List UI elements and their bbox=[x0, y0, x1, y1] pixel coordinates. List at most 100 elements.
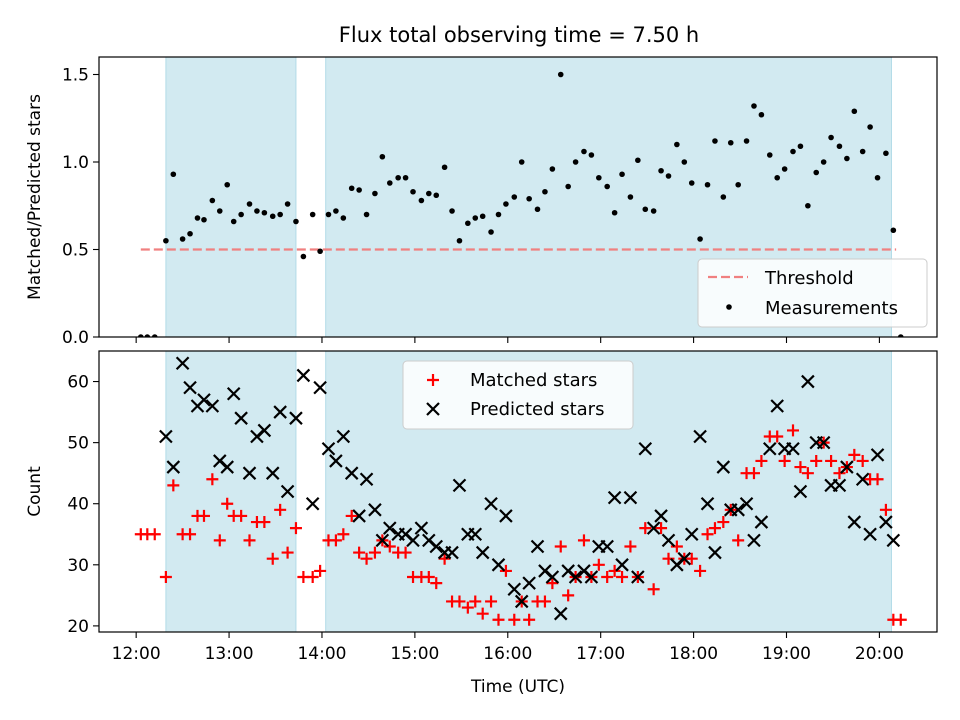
measurement-point bbox=[867, 124, 873, 130]
predicted-star-point bbox=[568, 570, 583, 584]
matched-star-point bbox=[879, 503, 892, 516]
matched-star-point bbox=[577, 534, 590, 547]
matched-star-point bbox=[662, 552, 675, 565]
measurement-point bbox=[781, 166, 788, 172]
measurement-point bbox=[325, 211, 332, 218]
x-tick-label: 12:00 bbox=[112, 644, 161, 664]
measurement-point bbox=[410, 188, 416, 195]
y-tick-label: 30 bbox=[67, 556, 89, 576]
measurement-point bbox=[658, 167, 664, 174]
matched-star-point bbox=[148, 528, 161, 541]
measurement-point bbox=[588, 152, 595, 158]
measurement-point bbox=[348, 185, 355, 192]
measurement-point bbox=[642, 206, 649, 213]
measurement-point bbox=[813, 169, 820, 176]
matched-star-point bbox=[771, 430, 784, 443]
measurement-point bbox=[581, 148, 587, 155]
predicted-star-point bbox=[257, 423, 272, 438]
predicted-star-point bbox=[313, 380, 327, 395]
predicted-star-point bbox=[429, 539, 444, 554]
x-tick-label: 18:00 bbox=[669, 644, 718, 664]
measurement-point bbox=[619, 171, 625, 178]
predicted-star-point bbox=[801, 374, 815, 389]
matched-star-point bbox=[329, 534, 342, 547]
predicted-star-point bbox=[793, 484, 808, 499]
predicted-star-point bbox=[739, 496, 754, 511]
measurement-point bbox=[386, 180, 393, 186]
x-tick-label: 20:00 bbox=[855, 644, 904, 664]
measurement-point bbox=[151, 334, 158, 337]
measurement-point bbox=[565, 183, 571, 190]
measurement-point bbox=[665, 173, 672, 179]
measurement-point bbox=[751, 103, 757, 109]
predicted-star-point bbox=[677, 551, 692, 566]
predicted-star-point bbox=[242, 466, 257, 480]
matched-star-point bbox=[197, 509, 210, 522]
measurement-point bbox=[557, 71, 564, 78]
predicted-star-point bbox=[886, 533, 901, 548]
predicted-star-point bbox=[507, 582, 522, 597]
matched-star-point bbox=[786, 424, 799, 437]
legend-matched-swatch bbox=[427, 374, 439, 386]
y-axis-label: Count bbox=[25, 466, 45, 517]
measurement-point bbox=[254, 208, 260, 214]
measurement-point bbox=[805, 202, 811, 209]
matched-star-point bbox=[221, 497, 234, 510]
predicted-star-point bbox=[786, 441, 800, 456]
legend: Matched stars Predicted stars bbox=[402, 360, 634, 430]
predicted-star-point bbox=[183, 380, 197, 395]
measurement-point bbox=[526, 195, 532, 202]
measurement-point bbox=[224, 181, 231, 188]
matched-star-point bbox=[337, 528, 350, 541]
y-tick-label: 0.5 bbox=[62, 241, 89, 261]
predicted-star-point bbox=[879, 515, 893, 529]
y-tick-label: 1.0 bbox=[62, 153, 89, 173]
predicted-star-point bbox=[623, 490, 638, 505]
predicted-star-point bbox=[770, 399, 784, 413]
matched-star-point bbox=[708, 522, 721, 535]
measurement-point bbox=[261, 209, 268, 216]
measurement-point bbox=[883, 150, 889, 157]
measurement-point bbox=[356, 187, 362, 193]
matched-star-point bbox=[848, 448, 861, 461]
predicted-star-point bbox=[205, 399, 220, 413]
predicted-star-point bbox=[816, 435, 831, 450]
x-tick-label: 15:00 bbox=[390, 644, 439, 664]
matched-star-point bbox=[608, 564, 621, 577]
matched-star-point bbox=[592, 558, 605, 571]
predicted-star-point bbox=[352, 509, 366, 523]
predicted-star-point bbox=[553, 606, 568, 621]
predicted-star-point bbox=[368, 503, 382, 517]
matched-star-point bbox=[732, 534, 745, 547]
matched-star-point bbox=[167, 479, 180, 492]
measurement-point bbox=[697, 236, 703, 242]
matched-star-point bbox=[461, 601, 474, 614]
legend: Threshold Measurements bbox=[697, 258, 928, 328]
matched-star-point bbox=[670, 540, 683, 553]
predicted-star-point bbox=[383, 521, 397, 535]
predicted-star-point bbox=[638, 441, 653, 456]
legend-measurement-swatch bbox=[726, 304, 732, 310]
measurement-point bbox=[340, 215, 347, 221]
predicted-star-point bbox=[646, 521, 661, 535]
matched-star-point bbox=[383, 540, 396, 553]
matched-star-point bbox=[289, 522, 302, 535]
bottom-panel: 12:00 13:00 14:00 15:00 16:00 17:00 18:00 19:00… bbox=[25, 350, 938, 697]
measurement-point bbox=[890, 227, 897, 234]
measurement-point bbox=[611, 209, 618, 216]
matched-star-point bbox=[453, 595, 466, 608]
measurement-point bbox=[627, 194, 634, 200]
measurement-point bbox=[572, 159, 579, 165]
matched-star-point bbox=[871, 473, 884, 486]
legend-box bbox=[402, 360, 634, 430]
measurement-point bbox=[542, 188, 548, 195]
predicted-star-point bbox=[175, 356, 190, 370]
measurement-point bbox=[758, 111, 765, 118]
measurement-point bbox=[495, 211, 502, 218]
predicted-star-point bbox=[840, 460, 854, 474]
x-tick-label: 19:00 bbox=[762, 644, 811, 664]
predicted-star-point bbox=[226, 386, 241, 401]
matched-star-point bbox=[422, 571, 435, 584]
predicted-star-point bbox=[754, 515, 769, 529]
